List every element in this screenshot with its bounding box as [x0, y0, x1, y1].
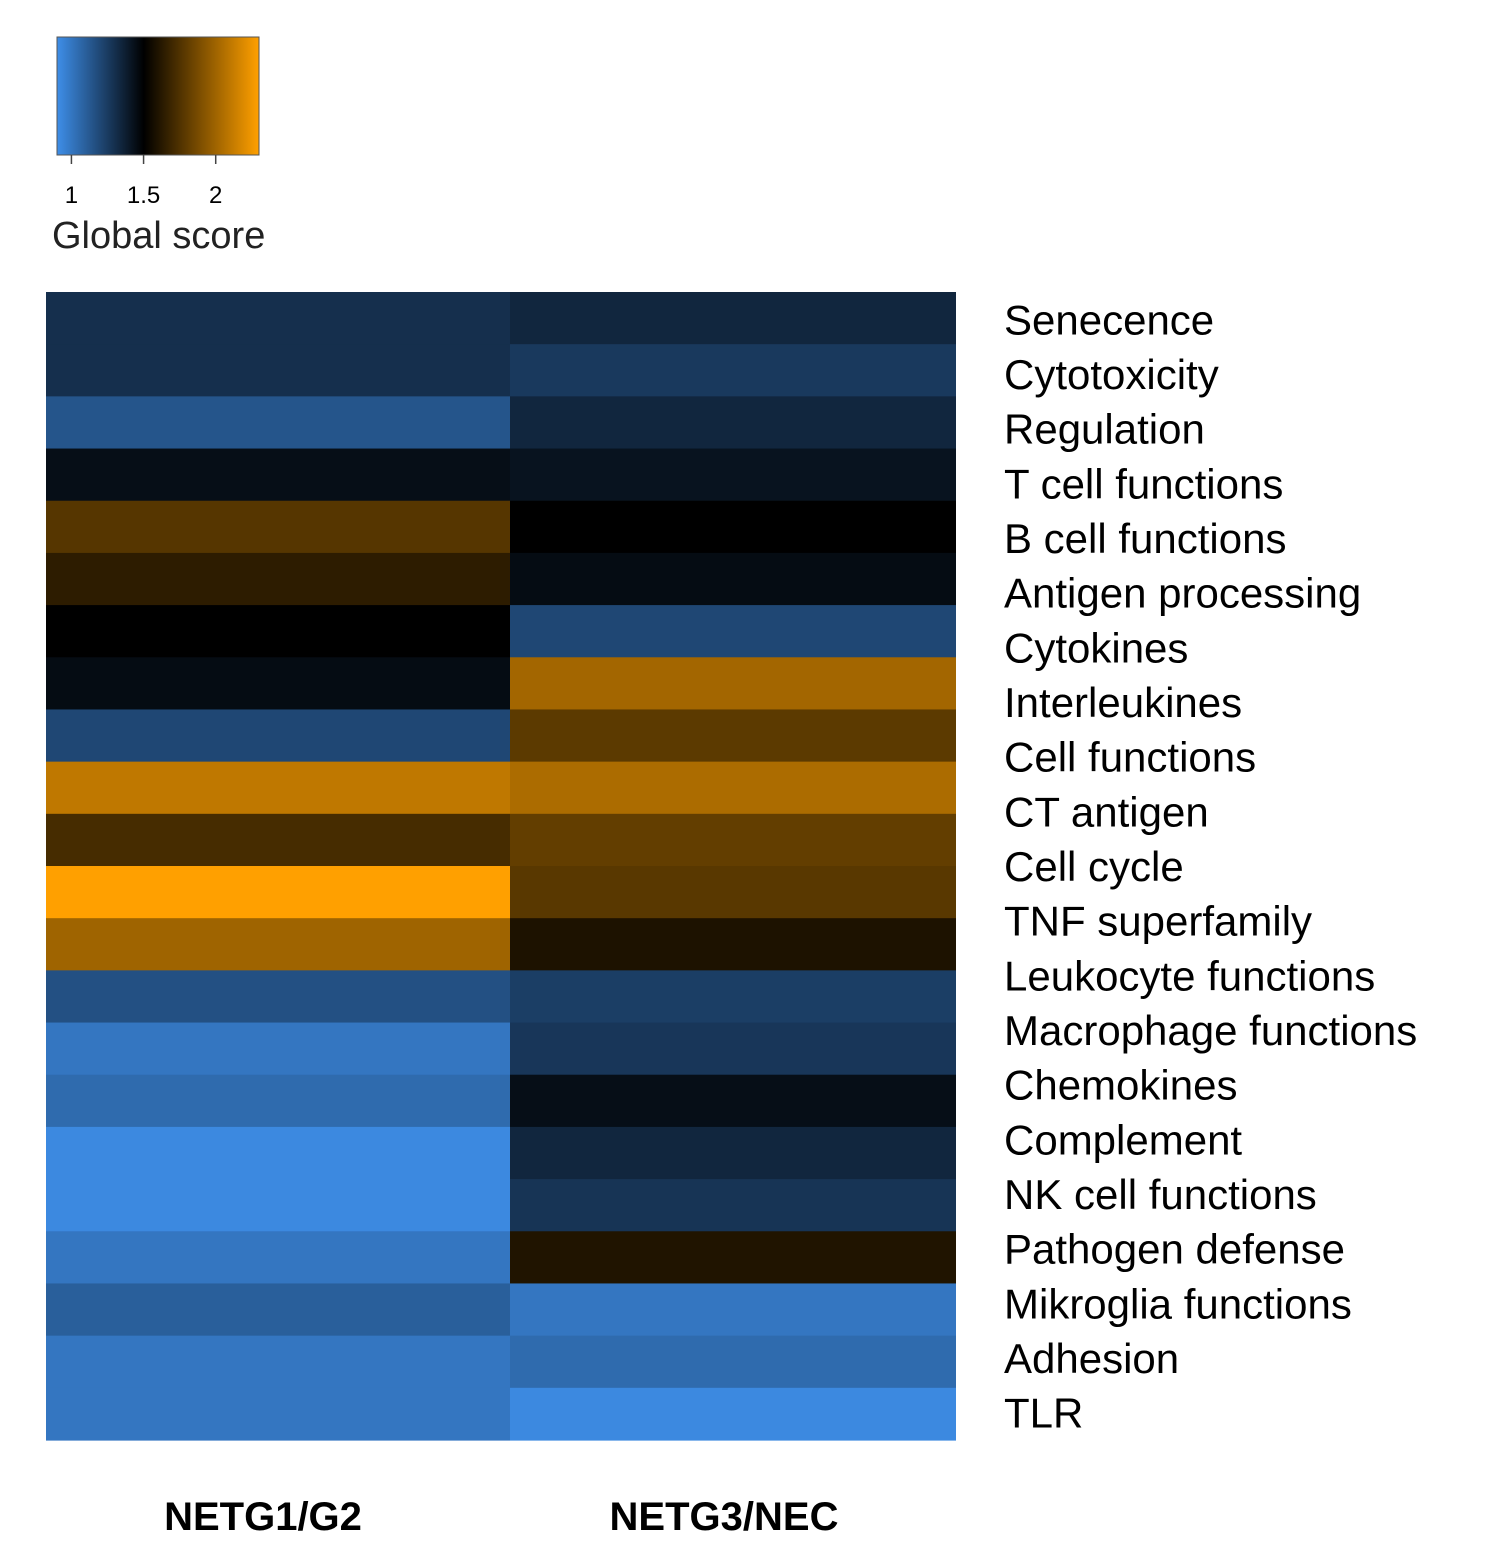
heatmap-cell [510, 1231, 956, 1285]
heatmap-cell [510, 344, 956, 397]
legend-ticks: 1 1.5 2 [65, 155, 222, 209]
row-label: Complement [1004, 1116, 1242, 1163]
heatmap-cell [510, 866, 956, 919]
heatmap-cell [46, 292, 510, 345]
heatmap-cell [510, 500, 956, 554]
heatmap-cell [46, 500, 510, 554]
heatmap-cell [510, 1387, 956, 1441]
heatmap-cell [510, 657, 956, 711]
row-label: Regulation [1004, 406, 1205, 453]
heatmap-cell [46, 1335, 510, 1389]
heatmap-cell [46, 1179, 510, 1232]
heatmap-cells [46, 292, 956, 1441]
heatmap-cell [510, 552, 956, 606]
row-label: NK cell functions [1004, 1171, 1317, 1218]
row-label: CT antigen [1004, 788, 1209, 835]
heatmap-cell [46, 1126, 510, 1180]
heatmap-cell [510, 1283, 956, 1337]
column-label: NETG3/NEC [610, 1495, 839, 1539]
row-label: T cell functions [1004, 460, 1283, 507]
heatmap-cell [46, 970, 510, 1024]
heatmap-cell [46, 813, 510, 867]
heatmap-cell [46, 552, 510, 606]
heatmap-cell [46, 866, 510, 919]
heatmap-cell [510, 605, 956, 658]
heatmap-cell [510, 761, 956, 815]
heatmap-cell [46, 761, 510, 815]
row-label: Chemokines [1004, 1062, 1237, 1109]
heatmap-cell [510, 1074, 956, 1128]
column-label: NETG1/G2 [164, 1495, 362, 1539]
heatmap-cell [510, 1126, 956, 1180]
row-label: Cell functions [1004, 734, 1256, 781]
legend-tick-label: 2 [209, 182, 222, 209]
heatmap-cell [510, 1022, 956, 1076]
row-label: Macrophage functions [1004, 1007, 1417, 1054]
row-label: Mikroglia functions [1004, 1280, 1352, 1327]
heatmap-cell [46, 344, 510, 397]
row-label: B cell functions [1004, 515, 1286, 562]
row-label: Antigen processing [1004, 570, 1361, 617]
heatmap-cell [510, 709, 956, 763]
heatmap-cell [510, 970, 956, 1024]
row-label: Adhesion [1004, 1335, 1179, 1382]
legend-tick-label: 1 [65, 182, 78, 209]
legend-color-bar [56, 36, 260, 156]
heatmap-cell [46, 918, 510, 971]
heatmap-cell [510, 396, 956, 450]
heatmap-cell [46, 1022, 510, 1076]
legend-title: Global score [52, 215, 265, 257]
heatmap-cell [46, 1231, 510, 1285]
heatmap-cell [46, 605, 510, 658]
row-label: TNF superfamily [1004, 898, 1312, 945]
heatmap-cell [46, 657, 510, 711]
row-label: Senecence [1004, 296, 1214, 343]
heatmap-cell [510, 448, 956, 502]
heatmap-cell [510, 1179, 956, 1232]
heatmap-cell [46, 1283, 510, 1337]
row-label: Pathogen defense [1004, 1226, 1345, 1273]
heatmap-cell [46, 448, 510, 502]
row-label: Cell cycle [1004, 843, 1184, 890]
heatmap-cell [46, 1387, 510, 1441]
heatmap-cell [510, 1335, 956, 1389]
heatmap-cell [46, 396, 510, 450]
color-legend: 1 1.5 2 Global score [52, 36, 265, 257]
row-label: TLR [1004, 1390, 1083, 1437]
heatmap-cell [510, 292, 956, 345]
heatmap: Senecence Cytotoxicity Regulation T cell fu… [46, 292, 1417, 1539]
heatmap-cell [510, 813, 956, 867]
row-label: Interleukines [1004, 679, 1242, 726]
row-label: Leukocyte functions [1004, 952, 1375, 999]
heatmap-cell [510, 918, 956, 971]
row-labels: Senecence Cytotoxicity Regulation T cell fu… [1004, 296, 1417, 1436]
row-label: Cytotoxicity [1004, 351, 1219, 398]
column-labels: NETG1/G2 NETG3/NEC [164, 1495, 838, 1539]
heatmap-cell [46, 709, 510, 763]
row-label: Cytokines [1004, 624, 1188, 671]
legend-tick-label: 1.5 [127, 182, 160, 209]
heatmap-cell [46, 1074, 510, 1128]
